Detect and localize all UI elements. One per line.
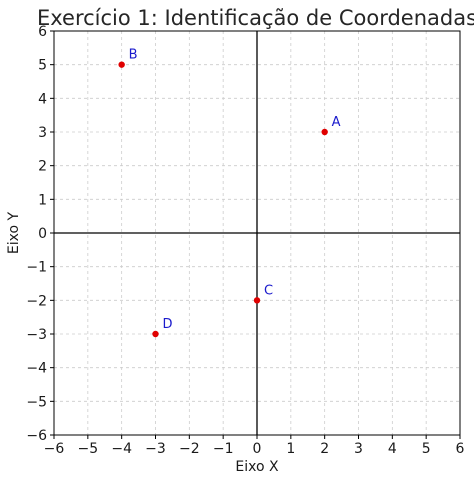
- point-marker: [253, 297, 261, 304]
- point-label: B: [129, 48, 138, 63]
- x-tick-label: 0: [253, 441, 262, 457]
- y-tick-label: −4: [26, 361, 47, 377]
- data-points: A B C D: [118, 48, 341, 338]
- y-axis-label: Eixo Y: [6, 211, 22, 254]
- point-marker: [321, 128, 328, 136]
- point-label: D: [163, 317, 173, 332]
- point-label: A: [332, 115, 341, 130]
- x-tick-label: −6: [44, 441, 65, 457]
- y-tick-labels: −6 −5 −4 −3 −2 −1 0 1 2 3 4 5 6: [26, 24, 47, 444]
- y-tick-label: 6: [38, 24, 47, 40]
- x-tick-label: 5: [422, 441, 431, 457]
- x-tick-label: 4: [388, 441, 397, 457]
- point-label: C: [264, 283, 273, 298]
- x-tick-label: 6: [456, 441, 465, 457]
- point-marker: [152, 330, 159, 338]
- point-c: C: [253, 283, 273, 304]
- point-d: D: [152, 317, 173, 338]
- y-tick-label: 1: [38, 192, 47, 208]
- y-tick-label: −3: [26, 327, 47, 343]
- x-tick-label: −5: [78, 441, 99, 457]
- x-tick-labels: −6 −5 −4 −3 −2 −1 0 1 2 3 4 5 6: [44, 441, 465, 457]
- x-tick-label: −4: [111, 441, 132, 457]
- y-tick-label: −2: [26, 293, 47, 309]
- x-tick-label: −1: [213, 441, 234, 457]
- axes: [54, 31, 460, 435]
- x-tick-label: 2: [320, 441, 329, 457]
- point-a: A: [321, 115, 341, 136]
- y-tick-label: 0: [38, 226, 47, 242]
- x-tick-label: 1: [286, 441, 295, 457]
- tick-marks: [50, 30, 461, 439]
- x-tick-label: −2: [179, 441, 200, 457]
- point-b: B: [118, 48, 138, 68]
- chart-title: Exercício 1: Identificação de Coordenada…: [37, 6, 474, 30]
- x-tick-label: 3: [354, 441, 363, 457]
- y-tick-label: −1: [26, 260, 47, 276]
- y-tick-label: 4: [38, 91, 47, 107]
- y-tick-label: −6: [26, 428, 47, 444]
- y-tick-label: 2: [38, 159, 47, 175]
- point-marker: [118, 61, 125, 68]
- y-tick-label: −5: [26, 394, 47, 410]
- y-tick-label: 3: [38, 125, 47, 141]
- x-axis-label: Eixo X: [235, 459, 279, 475]
- y-tick-label: 5: [38, 58, 47, 74]
- x-tick-label: −3: [145, 441, 166, 457]
- plot-frame: [53, 30, 461, 436]
